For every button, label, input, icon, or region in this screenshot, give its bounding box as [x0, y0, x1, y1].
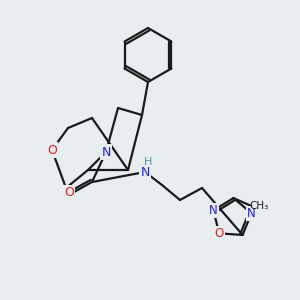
Text: N: N — [140, 166, 150, 178]
Text: N: N — [101, 146, 111, 158]
Text: H: H — [144, 157, 152, 167]
Text: N: N — [247, 207, 256, 220]
Text: CH₃: CH₃ — [250, 201, 269, 211]
Text: O: O — [64, 185, 74, 199]
Text: O: O — [214, 227, 224, 240]
Text: O: O — [47, 143, 57, 157]
Text: N: N — [209, 204, 218, 217]
